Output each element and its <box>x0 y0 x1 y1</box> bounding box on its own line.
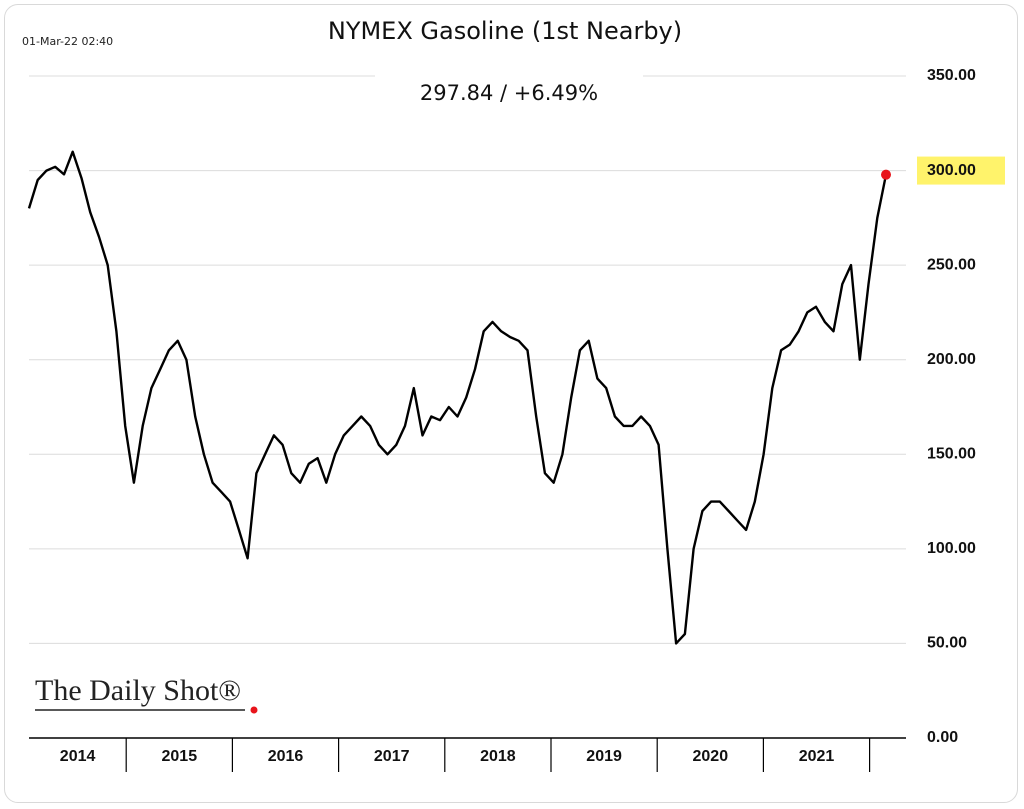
price-line <box>27 150 888 645</box>
x-tick-label: 2019 <box>586 748 622 765</box>
x-tick-label: 2017 <box>374 748 410 765</box>
y-tick-label: 50.00 <box>927 635 967 652</box>
subtitle: 297.84 / +6.49% <box>420 81 598 105</box>
card: NYMEX Gasoline (1st Nearby) 01-Mar-22 02… <box>4 4 1018 803</box>
chart: NYMEX Gasoline (1st Nearby) 01-Mar-22 02… <box>22 17 1005 772</box>
source-logo: The Daily Shot® <box>35 674 241 707</box>
x-tick-label: 2020 <box>693 748 729 765</box>
chart-title: NYMEX Gasoline (1st Nearby) <box>328 17 682 45</box>
y-tick-label: 0.00 <box>927 729 958 746</box>
subtitle-bg <box>375 71 643 115</box>
y-tick-label: 100.00 <box>927 540 976 557</box>
x-tick-label: 2015 <box>162 748 198 765</box>
x-tick-label: 2014 <box>60 748 96 765</box>
y-tick-label: 300.00 <box>927 162 976 179</box>
x-tick-label: 2016 <box>268 748 304 765</box>
y-tick-label: 150.00 <box>927 446 976 463</box>
y-tick-label: 200.00 <box>927 351 976 368</box>
y-tick-label: 350.00 <box>927 67 976 84</box>
x-tick-label: 2021 <box>799 748 835 765</box>
last-point <box>881 169 891 180</box>
tick-highlight <box>917 156 1005 185</box>
y-tick-label: 250.00 <box>927 256 976 273</box>
logo-dot <box>250 706 258 714</box>
timestamp: 01-Mar-22 02:40 <box>22 35 113 48</box>
x-tick-label: 2018 <box>480 748 516 765</box>
